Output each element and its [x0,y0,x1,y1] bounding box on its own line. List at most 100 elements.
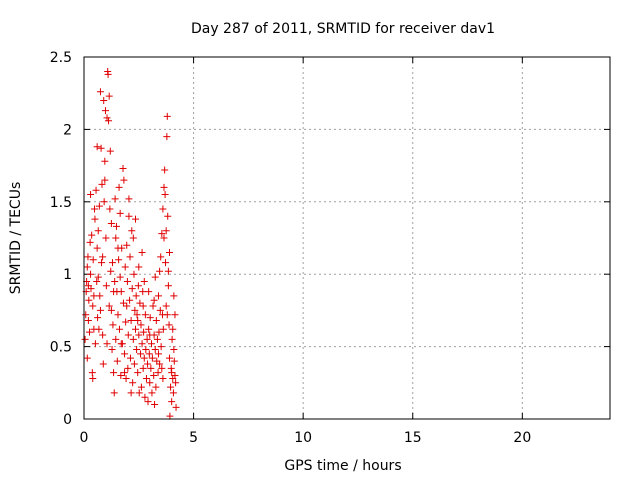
data-point [136,299,144,307]
data-point [148,340,156,348]
data-point [134,317,142,325]
data-point [159,325,167,333]
data-point [158,364,166,372]
data-point [146,379,154,387]
data-point [138,248,146,256]
data-point [83,263,91,271]
data-point [96,88,104,96]
data-point [125,195,133,203]
data-point [100,198,108,206]
data-point [155,350,163,358]
data-point [139,364,147,372]
data-point [137,383,145,391]
data-point [116,209,124,217]
data-point [148,389,156,397]
data-point [171,311,179,319]
data-point [160,183,168,191]
data-point [145,288,153,296]
data-point [109,321,117,329]
data-point [108,345,116,353]
chart-title: Day 287 of 2011, SRMTID for receiver dav… [191,21,495,37]
data-point [168,335,176,343]
data-point [84,253,92,261]
data-point [157,343,165,351]
data-point [122,318,130,326]
data-point [147,364,155,372]
data-point [107,267,115,275]
data-point [156,267,164,275]
data-point [160,234,168,242]
plot-frame [83,56,611,420]
data-point [168,398,176,406]
data-point [97,144,105,152]
grid-lines [84,57,610,419]
data-point [132,215,140,223]
data-point [132,292,140,300]
data-point [133,311,141,319]
data-point [130,360,138,368]
data-point [145,350,153,358]
data-point [132,325,140,333]
data-point [148,354,156,362]
data-point [88,231,96,239]
data-point [90,292,98,300]
data-point [107,306,115,314]
data-point [130,270,138,278]
data-point [164,267,172,275]
data-point [123,277,131,285]
data-point [124,364,132,372]
data-point [155,328,163,336]
data-point [135,331,143,339]
data-point [115,183,123,191]
y-tick-label: 0.5 [50,340,72,356]
data-point [102,234,110,242]
data-point [106,205,114,213]
data-point [143,335,151,343]
data-point [103,340,111,348]
x-tick-label: 5 [189,430,198,446]
data-point [162,227,170,235]
data-point [142,345,150,353]
data-point [112,234,120,242]
data-point [159,205,167,213]
data-point [89,256,97,264]
data-point [94,227,102,235]
data-point [124,331,132,339]
data-point [110,288,118,296]
data-point [170,345,178,353]
data-point [126,354,134,362]
data-point [104,70,112,78]
data-point [119,164,127,172]
data-point [164,212,172,220]
data-point [140,354,148,362]
data-point [165,354,173,362]
data-point [91,205,99,213]
y-tick-label: 1.5 [50,195,72,211]
data-point [157,253,165,261]
data-point [153,335,161,343]
data-point [95,202,103,210]
data-point [115,256,123,264]
data-point [161,166,169,174]
data-point [111,195,119,203]
data-point [129,234,137,242]
data-point [150,296,158,304]
data-point [128,227,136,235]
data-point [140,328,148,336]
data-point [123,241,131,249]
data-point [167,383,175,391]
data-point [87,191,95,199]
data-point [159,374,167,382]
data-point [85,328,93,336]
data-point [144,360,152,368]
data-point [141,311,149,319]
data-point [105,117,113,125]
data-point [114,244,122,252]
data-point [101,176,109,184]
data-point [110,369,118,377]
x-tick-label: 20 [513,430,531,446]
data-point [103,114,111,122]
data-point [101,157,109,165]
x-tick-label: 0 [80,430,89,446]
data-point [127,389,135,397]
